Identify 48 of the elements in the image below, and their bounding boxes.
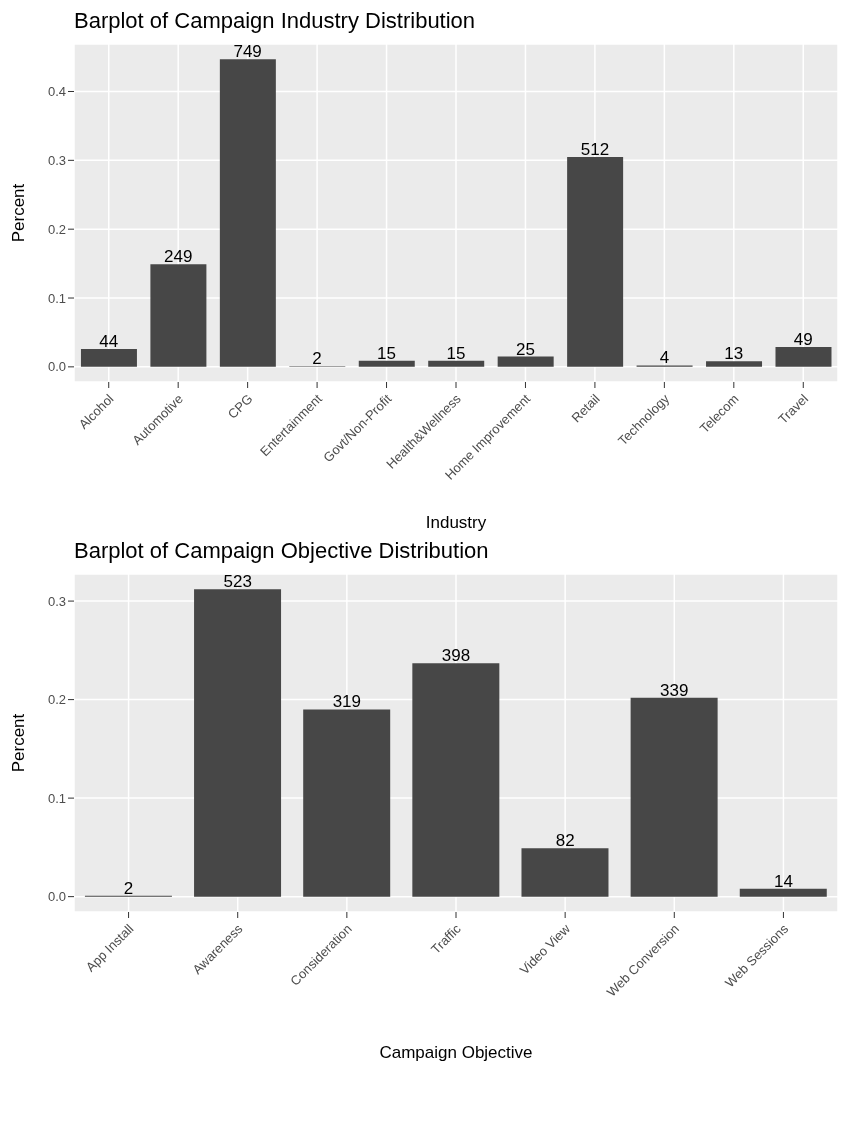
x-axis-title: Campaign Objective <box>379 1043 533 1062</box>
y-tick-label: 0.3 <box>47 593 66 609</box>
annotation: 82 <box>555 831 575 851</box>
annotation: 15 <box>377 343 397 363</box>
bar <box>706 361 763 367</box>
y-axis-title: Percent <box>9 713 29 773</box>
y-tick-label: 0.0 <box>47 889 66 905</box>
annotation: 25 <box>515 339 535 359</box>
bar <box>497 356 554 367</box>
x-axis-title: Industry <box>425 513 487 532</box>
annotation: 749 <box>233 42 262 62</box>
annotation: 4 <box>659 348 670 368</box>
annotation: 319 <box>332 692 362 712</box>
y-axis-title: Percent <box>9 183 29 243</box>
bar <box>358 360 415 367</box>
bar <box>521 848 609 897</box>
annotation: 2 <box>123 878 134 898</box>
bar <box>150 264 207 367</box>
annotation: 249 <box>163 247 193 267</box>
bar <box>567 156 624 367</box>
annotation: 44 <box>99 331 119 351</box>
y-tick-label: 0.2 <box>47 692 66 708</box>
y-tick-label: 0.3 <box>47 152 66 168</box>
y-tick-label: 0.1 <box>47 290 66 306</box>
annotation: 512 <box>580 139 610 159</box>
annotation: 523 <box>223 572 252 592</box>
annotation: 398 <box>441 646 471 666</box>
bar <box>194 589 282 897</box>
bar <box>775 346 832 367</box>
bar <box>303 709 391 897</box>
annotation: 15 <box>446 343 466 363</box>
y-tick-label: 0.2 <box>47 221 66 237</box>
annotation: 14 <box>773 871 793 891</box>
annotation: 339 <box>660 680 689 700</box>
annotation: 13 <box>724 344 744 364</box>
annotation: 49 <box>793 329 813 349</box>
annotation: 2 <box>312 349 322 369</box>
y-tick-label: 0.1 <box>47 790 66 806</box>
bar <box>412 663 500 897</box>
bar <box>739 888 827 897</box>
chart-title: Barplot of Campaign Industry Distribution <box>73 8 477 35</box>
y-tick-label: 0.4 <box>47 84 66 100</box>
bar <box>80 348 137 367</box>
chart-title: Barplot of Campaign Objective Distribution <box>73 538 490 565</box>
bar <box>630 697 718 897</box>
bar <box>219 59 276 367</box>
y-tick-label: 0.0 <box>47 359 66 375</box>
bar <box>428 360 485 367</box>
